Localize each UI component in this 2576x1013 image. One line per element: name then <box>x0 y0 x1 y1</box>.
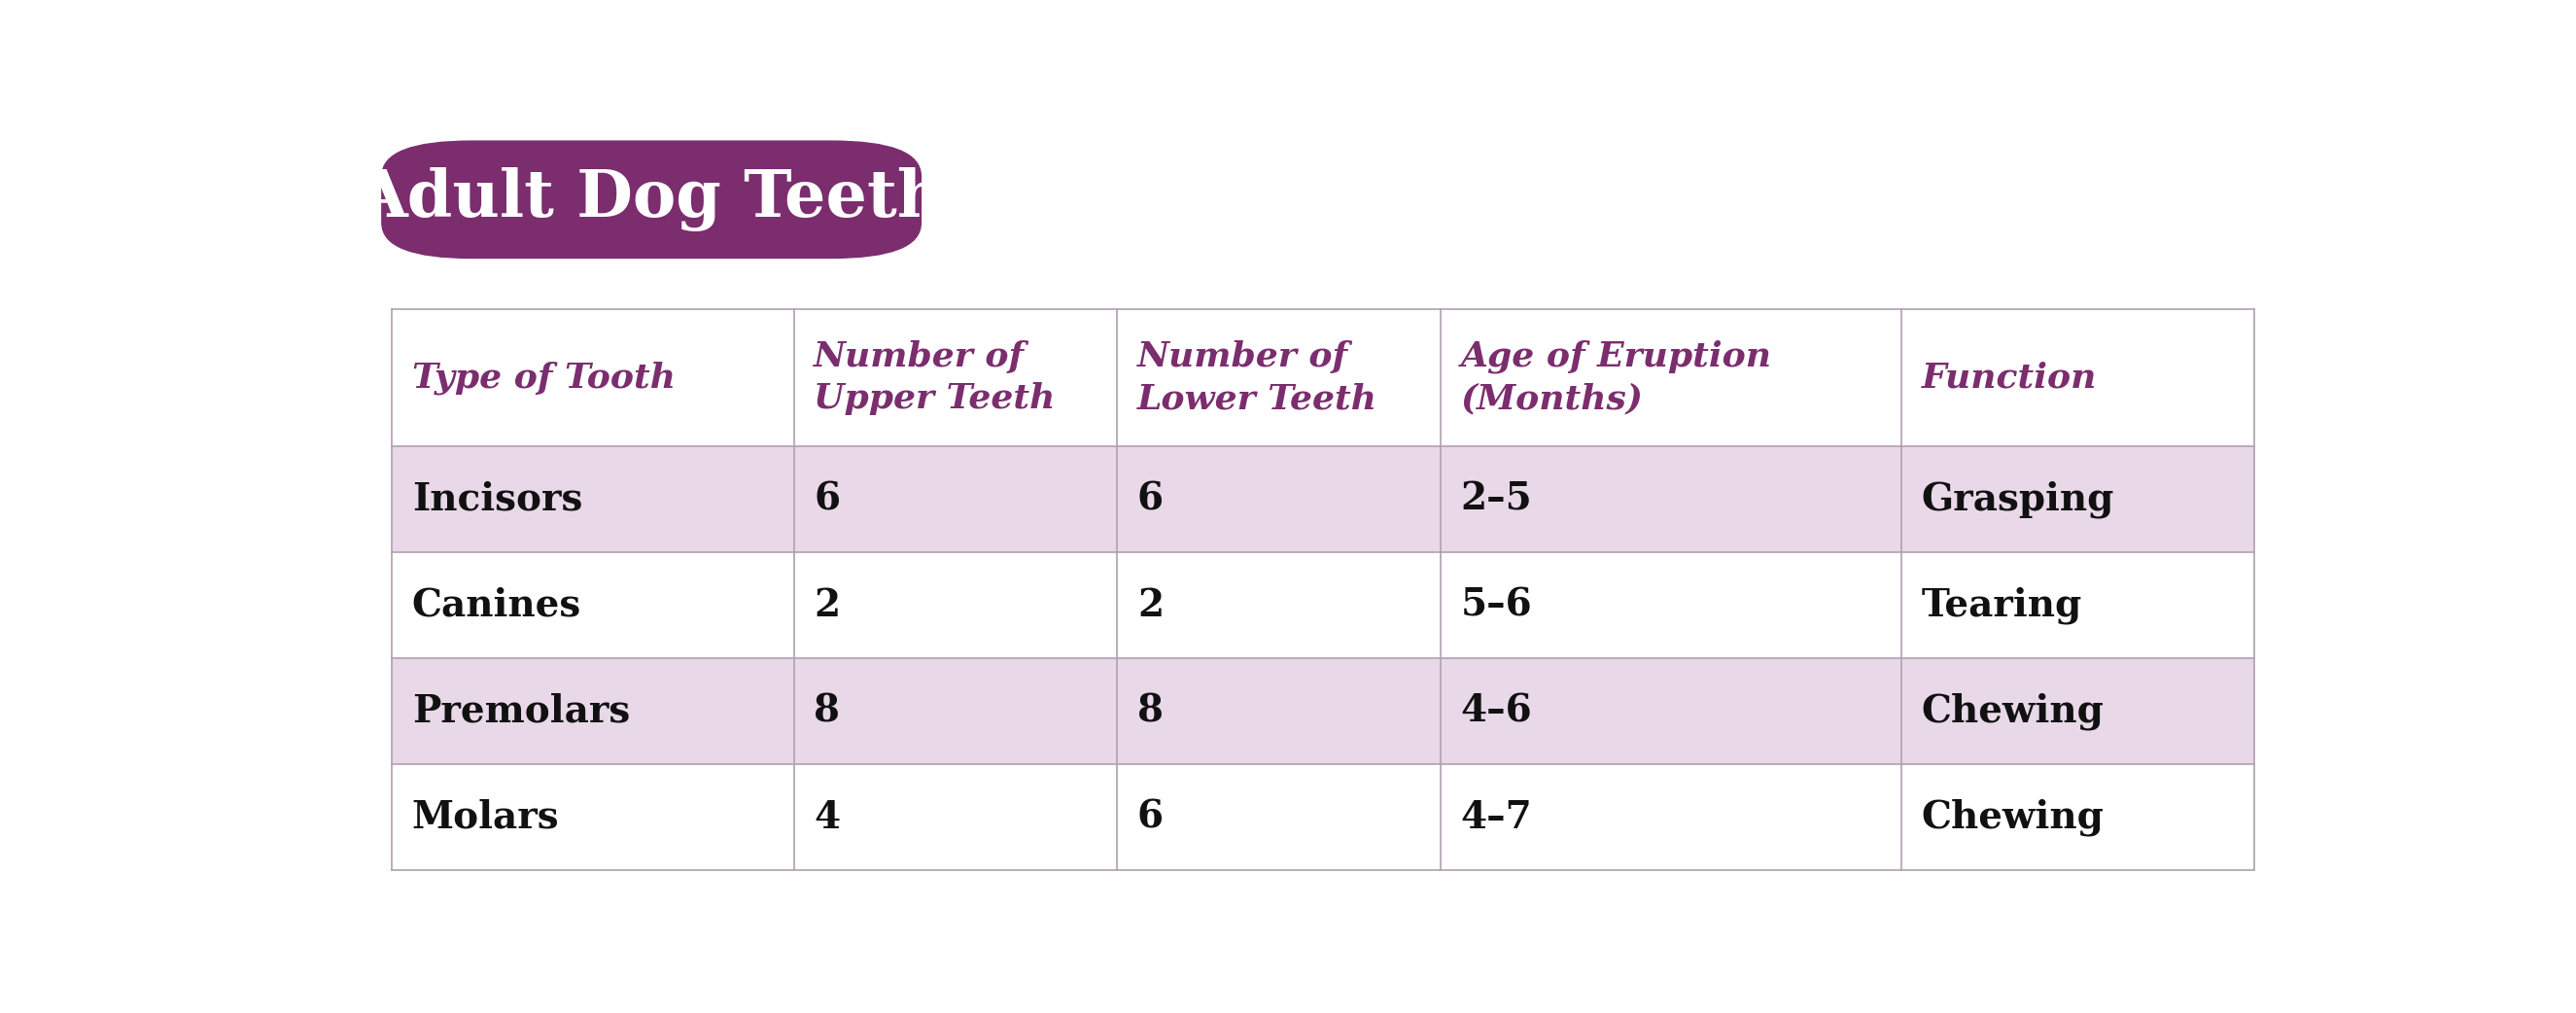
Text: Type of Tooth: Type of Tooth <box>412 361 675 394</box>
Text: 4–6: 4–6 <box>1461 693 1533 729</box>
Text: Incisors: Incisors <box>412 481 582 518</box>
Text: Function: Function <box>1922 361 2097 394</box>
Text: 5–6: 5–6 <box>1461 587 1533 624</box>
Text: Number of
Upper Teeth: Number of Upper Teeth <box>814 340 1056 415</box>
Text: 4: 4 <box>814 799 840 836</box>
Text: 2: 2 <box>814 587 840 624</box>
Text: 8: 8 <box>814 693 840 729</box>
Text: Adult Dog Teeth: Adult Dog Teeth <box>358 167 945 232</box>
Text: Premolars: Premolars <box>412 693 629 729</box>
Text: 2–5: 2–5 <box>1461 481 1533 518</box>
Text: 2: 2 <box>1136 587 1164 624</box>
Text: 6: 6 <box>814 481 840 518</box>
Text: Grasping: Grasping <box>1922 480 2115 518</box>
Text: Molars: Molars <box>412 799 559 836</box>
Text: 6: 6 <box>1136 481 1164 518</box>
Text: 4–7: 4–7 <box>1461 799 1533 836</box>
Text: Age of Eruption
(Months): Age of Eruption (Months) <box>1461 339 1772 415</box>
Text: Canines: Canines <box>412 587 582 624</box>
Text: Chewing: Chewing <box>1922 693 2105 730</box>
Text: Tearing: Tearing <box>1922 587 2081 624</box>
Text: 6: 6 <box>1136 799 1164 836</box>
Text: Chewing: Chewing <box>1922 798 2105 836</box>
Text: 8: 8 <box>1136 693 1164 729</box>
Text: Number of
Lower Teeth: Number of Lower Teeth <box>1136 340 1378 415</box>
FancyBboxPatch shape <box>381 141 922 258</box>
